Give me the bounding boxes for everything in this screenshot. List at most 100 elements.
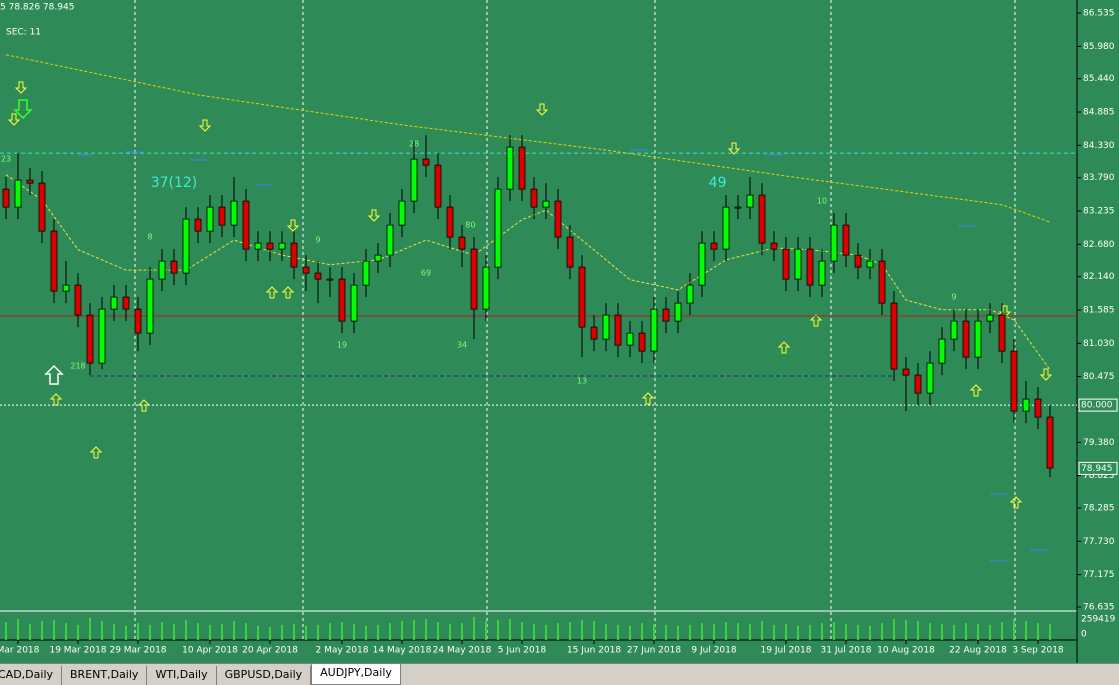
candle-body xyxy=(566,236,574,268)
x-tick-label: 3 Sep 2018 xyxy=(1012,646,1064,656)
candle-body xyxy=(506,146,514,190)
candle-body xyxy=(866,260,874,268)
y-tick-label: 81.585 xyxy=(1083,306,1115,316)
candle-body xyxy=(938,338,946,364)
candle-body xyxy=(578,266,586,328)
price-label-box xyxy=(1078,398,1118,412)
annotation: 23 xyxy=(1,155,11,164)
signal-arrows xyxy=(7,81,1053,509)
x-tick-label: Mar 2018 xyxy=(0,646,40,656)
candle-body xyxy=(278,242,286,250)
annotation: 9 xyxy=(315,236,320,245)
candle-body xyxy=(962,320,970,358)
arrow-up xyxy=(777,341,791,354)
x-tick-label: 5 Jun 2018 xyxy=(498,646,547,656)
annotation: 13 xyxy=(577,377,587,386)
candle-body xyxy=(458,236,466,250)
arrow-up xyxy=(281,286,295,299)
candle-body xyxy=(662,308,670,322)
candle-body xyxy=(530,188,538,208)
candle-body xyxy=(554,200,562,238)
candle-body xyxy=(674,302,682,322)
price-label: 80.000 xyxy=(1081,401,1113,411)
candle-body xyxy=(2,188,10,208)
timer-text: SEC: 11 xyxy=(6,28,41,38)
symbol-tab[interactable]: BRENT,Daily xyxy=(62,666,148,685)
candle-body xyxy=(902,368,910,376)
candle-body xyxy=(62,284,70,292)
arrow-up xyxy=(809,314,823,327)
candle-body xyxy=(746,194,754,208)
candle-body xyxy=(470,248,478,310)
arrow-up xyxy=(89,446,103,459)
y-tick-label: 83.235 xyxy=(1083,207,1115,217)
x-tick-label: 9 Jul 2018 xyxy=(691,646,736,656)
range-markers xyxy=(78,149,1047,562)
y-tick-label: 84.885 xyxy=(1083,108,1115,118)
candle-body xyxy=(494,188,502,268)
candle-body xyxy=(854,254,862,268)
candle-body xyxy=(26,179,34,184)
candle-body xyxy=(206,206,214,232)
candle-body xyxy=(230,200,238,226)
arrow-down xyxy=(198,119,212,132)
candle-body xyxy=(374,254,382,262)
candle-body xyxy=(158,260,166,280)
symbol-tab[interactable]: CAD,Daily xyxy=(0,666,63,685)
candle-body xyxy=(398,200,406,226)
annotation: 37(12) xyxy=(151,175,198,191)
candle-body xyxy=(722,206,730,250)
candle-body xyxy=(254,242,262,250)
candle-body xyxy=(74,284,82,316)
x-tick-label: 20 Apr 2018 xyxy=(242,646,298,656)
arrow-up xyxy=(265,286,279,299)
candle-body xyxy=(134,308,142,334)
annotation: 19 xyxy=(337,341,347,350)
candle-body xyxy=(446,206,454,238)
candle-body xyxy=(710,242,718,250)
candle-body xyxy=(638,332,646,352)
arrow-down xyxy=(367,209,381,222)
y-tick-label: 82.140 xyxy=(1083,272,1115,282)
arrow-up-large xyxy=(44,364,64,385)
candle-body xyxy=(998,314,1006,352)
candle-body xyxy=(386,224,394,256)
symbol-tab[interactable]: AUDJPY,Daily xyxy=(311,664,401,685)
candle-body xyxy=(602,314,610,340)
candle-body xyxy=(422,158,430,166)
chart-background xyxy=(0,0,1119,663)
symbol-tab[interactable]: GBPUSD,Daily xyxy=(217,666,312,685)
symbol-tab[interactable]: WTI,Daily xyxy=(147,666,217,685)
candle-body xyxy=(518,146,526,190)
y-tick-label: 81.030 xyxy=(1083,339,1115,349)
candle-body xyxy=(794,248,802,280)
x-tick-label: 15 Jun 2018 xyxy=(567,646,621,656)
candle-body xyxy=(326,278,334,281)
candle-body xyxy=(482,266,490,310)
y-tick-label: 79.380 xyxy=(1083,438,1115,448)
annotation: 49 xyxy=(709,175,727,191)
y-tick-label: 85.440 xyxy=(1083,74,1115,84)
arrow-up xyxy=(969,384,983,397)
moving-average xyxy=(5,54,1051,223)
candle-body xyxy=(1010,350,1018,412)
arrow-down xyxy=(1039,368,1053,381)
arrow-down-large xyxy=(13,99,33,120)
candle-body xyxy=(890,302,898,370)
candle-body xyxy=(338,278,346,322)
candle-body xyxy=(50,230,58,292)
candle-body xyxy=(194,218,202,232)
candle-body xyxy=(1046,416,1054,469)
x-tick-label: 24 May 2018 xyxy=(433,646,492,656)
x-tick-label: 31 Jul 2018 xyxy=(821,646,872,656)
candle-body xyxy=(650,308,658,352)
chart: 5 78.826 78.945 SEC: 11 76.635 77.175 77.7… xyxy=(0,0,1119,663)
candle-body xyxy=(974,320,982,358)
candle-body xyxy=(434,164,442,208)
annotation: 80 xyxy=(465,221,475,230)
candle-body xyxy=(986,314,994,322)
y-tick-label: 77.730 xyxy=(1083,537,1115,547)
y-tick-label: 80.475 xyxy=(1083,372,1115,382)
annotation: 69 xyxy=(421,269,431,278)
